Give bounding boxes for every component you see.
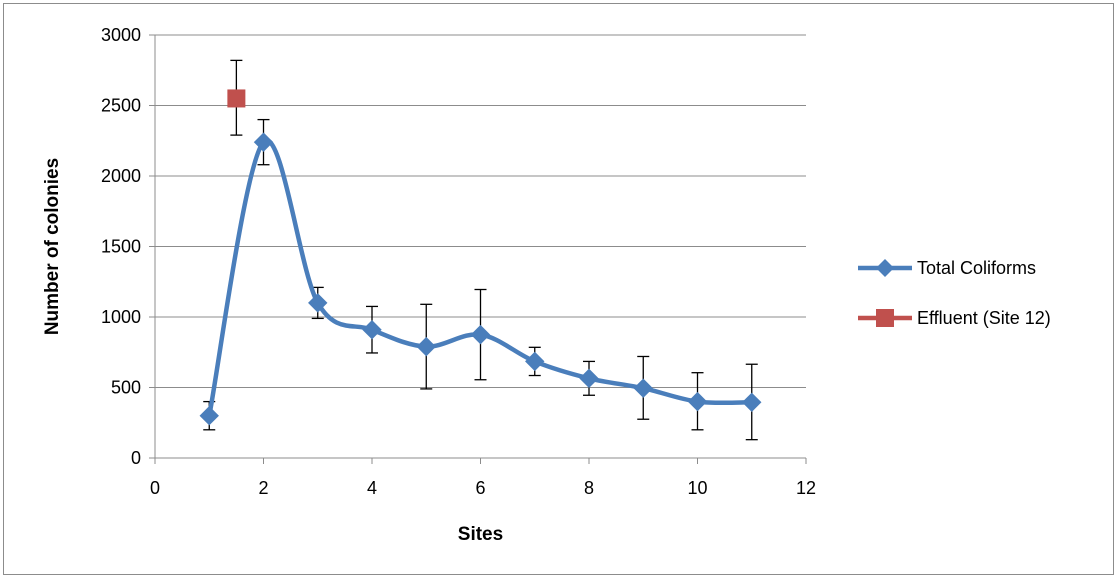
legend-label-total-coliforms: Total Coliforms [917,258,1036,278]
y-tick-label-2500: 2500 [101,96,141,116]
y-axis-title: Number of colonies [42,158,63,335]
data-point-total-coliforms-2 [253,132,274,152]
data-point-total-coliforms-11 [742,392,762,413]
x-tick-label-8: 8 [584,478,594,498]
chart-frame [3,3,1114,575]
x-tick-label-2: 2 [258,478,268,498]
x-tick-label-6: 6 [475,478,485,498]
y-tick-label-0: 0 [131,448,141,468]
data-point-total-coliforms-4 [362,319,382,340]
y-tick-label-3000: 3000 [101,25,141,45]
data-point-total-coliforms-8 [579,368,599,389]
legend-marker-effluent [876,309,894,327]
series-markers [199,89,762,426]
tick-labels: 0 500 1000 1500 2000 2500 3000 0 2 4 6 8 10 12 [101,25,816,498]
legend-entry-total-coliforms: Total Coliforms [858,258,1036,278]
x-tick-label-12: 12 [796,478,816,498]
x-axis-title: Sites [458,524,503,545]
data-point-total-coliforms-3 [308,293,328,313]
data-point-effluent-site-12-1 [227,89,246,108]
legend: Total Coliforms Effluent (Site 12) [858,258,1051,328]
x-tick-label-10: 10 [687,478,707,498]
data-point-total-coliforms-5 [416,336,436,357]
y-tick-label-1000: 1000 [101,307,141,327]
legend-entry-effluent: Effluent (Site 12) [858,308,1051,328]
x-tick-label-0: 0 [150,478,160,498]
legend-marker-total-coliforms [876,259,894,277]
data-point-total-coliforms-1 [199,405,219,426]
x-tick-label-4: 4 [367,478,377,498]
y-tick-label-500: 500 [111,378,141,398]
data-point-total-coliforms-9 [633,378,653,398]
error-bars [203,59,758,441]
axes [149,34,807,464]
y-tick-label-2000: 2000 [101,166,141,186]
data-point-total-coliforms-10 [687,391,708,412]
y-tick-label-1500: 1500 [101,237,141,257]
data-point-total-coliforms-6 [470,324,491,345]
legend-label-effluent: Effluent (Site 12) [917,308,1051,328]
data-point-total-coliforms-7 [525,351,545,372]
